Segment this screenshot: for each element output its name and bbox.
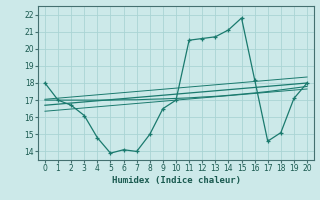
X-axis label: Humidex (Indice chaleur): Humidex (Indice chaleur) <box>111 176 241 185</box>
